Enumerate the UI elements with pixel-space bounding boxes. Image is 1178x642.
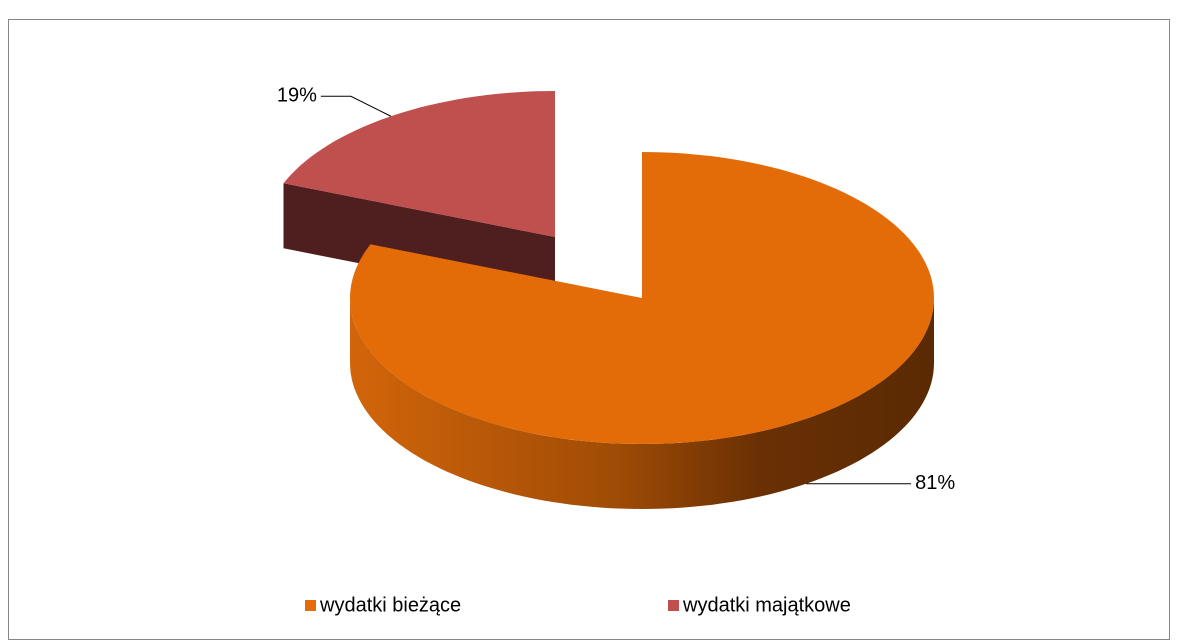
legend-label: wydatki bieżące: [319, 594, 461, 616]
slice: [283, 91, 555, 237]
data-label: 19%: [277, 85, 317, 107]
leader-line: [320, 95, 392, 117]
slice: [350, 152, 934, 444]
legend-swatch: [668, 600, 679, 611]
slice-side: [350, 298, 934, 509]
data-label: 81%: [915, 472, 955, 494]
legend-label: wydatki majątkowe: [682, 594, 851, 616]
legend-swatch: [305, 600, 316, 611]
